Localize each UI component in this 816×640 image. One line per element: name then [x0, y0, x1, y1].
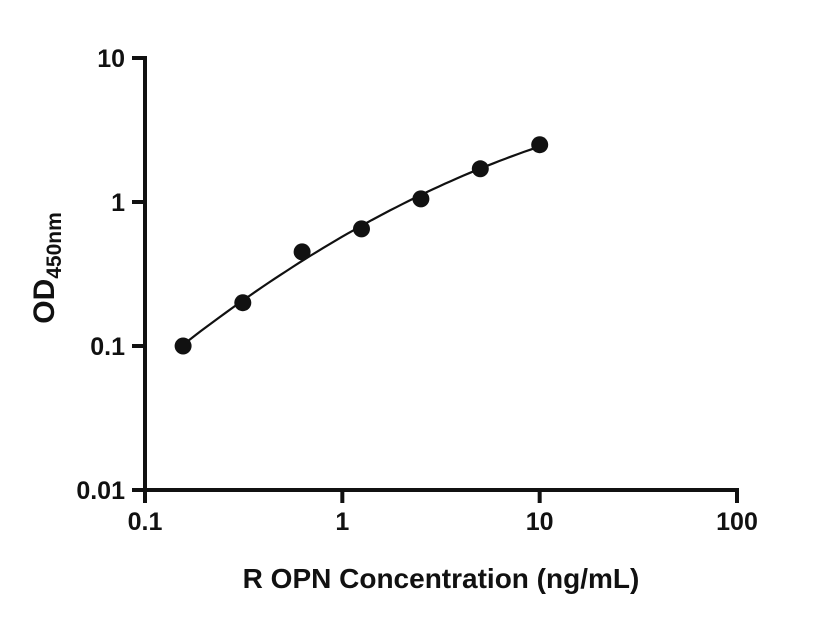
x-axis-tick-label: 1	[335, 508, 349, 536]
y-axis-tick-label: 0.1	[90, 333, 125, 361]
x-axis-tick-label: 10	[526, 508, 554, 536]
y-axis-tick-label: 1	[111, 189, 125, 217]
data-point	[531, 136, 549, 154]
y-axis-title-subscript: 450nm	[43, 212, 66, 279]
x-axis-tick-label: 0.1	[128, 508, 163, 536]
fit-curve	[176, 144, 543, 351]
x-axis-tick-label: 100	[716, 508, 758, 536]
data-point	[471, 160, 489, 178]
data-point	[234, 294, 252, 312]
data-points	[174, 136, 549, 355]
y-axis-title-base: OD	[28, 279, 61, 324]
data-point	[174, 337, 192, 355]
data-point	[293, 243, 311, 261]
data-point	[353, 220, 370, 238]
x-axis-title: R OPN Concentration (ng/mL)	[243, 563, 640, 594]
data-point	[412, 190, 430, 208]
y-axis-tick-label: 10	[97, 45, 125, 73]
y-axis-tick-label: 0.01	[76, 477, 125, 505]
y-axis-title: OD450nm	[28, 212, 66, 324]
